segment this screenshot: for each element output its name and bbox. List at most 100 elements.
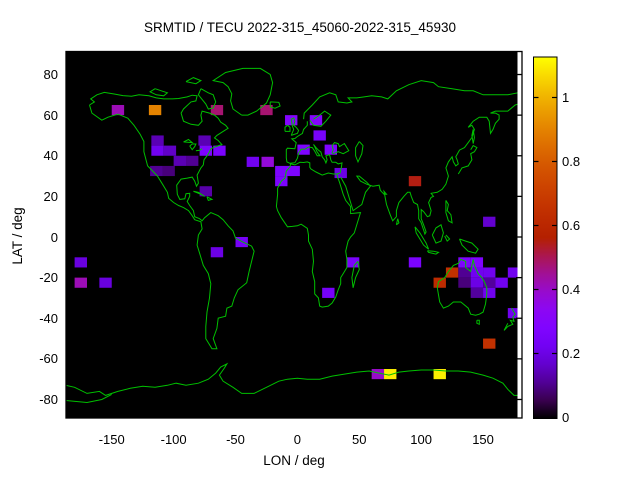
heatmap-cell bbox=[275, 165, 288, 177]
coastline bbox=[66, 362, 518, 396]
heatmap-cell bbox=[495, 277, 508, 288]
heatmap-cell bbox=[483, 267, 496, 278]
heatmap-cell bbox=[260, 104, 273, 116]
y-tick-label: -40 bbox=[39, 310, 58, 326]
coastline bbox=[503, 307, 516, 331]
y-tick-label: -80 bbox=[39, 391, 58, 407]
colorbar-tick-label: 0.2 bbox=[562, 346, 581, 361]
coastline bbox=[197, 88, 217, 110]
coastline bbox=[185, 77, 203, 85]
heatmap-cell bbox=[384, 369, 397, 380]
heatmap-cell bbox=[261, 156, 274, 167]
coastline bbox=[426, 250, 440, 255]
y-tick-label: -20 bbox=[39, 270, 58, 286]
heatmap-cell bbox=[287, 165, 300, 177]
heatmap-cell bbox=[433, 369, 446, 380]
heatmap-cell bbox=[163, 145, 177, 156]
heatmap-cell bbox=[199, 145, 212, 156]
y-tick-label: 0 bbox=[50, 229, 58, 245]
coastline bbox=[309, 110, 332, 127]
coastline bbox=[476, 319, 480, 326]
heatmap-cell bbox=[309, 115, 323, 126]
x-tick-label: -50 bbox=[226, 432, 245, 447]
x-axis-label: LON / deg bbox=[263, 453, 325, 468]
coastline bbox=[206, 196, 214, 202]
heatmap-cell bbox=[150, 165, 163, 177]
x-tick-label: -100 bbox=[160, 432, 187, 447]
heatmap-cell bbox=[111, 104, 125, 116]
coastline bbox=[445, 200, 453, 224]
heatmap-cell bbox=[324, 144, 338, 155]
coastline bbox=[395, 218, 400, 226]
y-tick-label: 20 bbox=[43, 188, 58, 204]
coastline bbox=[414, 226, 430, 250]
y-tick-label: 40 bbox=[43, 148, 58, 164]
heatmap-cell bbox=[470, 277, 484, 288]
heatmap-cell bbox=[408, 176, 422, 187]
heatmap-cell bbox=[483, 287, 496, 298]
coastline bbox=[195, 148, 203, 152]
x-tick-label: 50 bbox=[352, 432, 367, 447]
heatmap-cell bbox=[433, 277, 446, 288]
heatmap-cell bbox=[483, 216, 496, 227]
heatmap-cell bbox=[162, 165, 175, 177]
heatmap-cell bbox=[483, 338, 496, 349]
heatmap-cell bbox=[199, 186, 212, 197]
coastline bbox=[275, 121, 362, 308]
x-tick-label: 100 bbox=[410, 432, 432, 447]
colorbar bbox=[533, 56, 558, 419]
coastline bbox=[89, 91, 255, 350]
heatmap-cell bbox=[213, 145, 226, 156]
colorbar-tick-label: 0.6 bbox=[562, 218, 581, 233]
coastline bbox=[303, 80, 518, 120]
coastline bbox=[290, 117, 300, 136]
colorbar-tick-label: 1 bbox=[562, 90, 570, 105]
heatmap-cell bbox=[334, 167, 347, 179]
heatmap-cell bbox=[148, 104, 162, 116]
heatmap-cell bbox=[322, 287, 335, 298]
coastline bbox=[471, 129, 475, 144]
coastline bbox=[269, 101, 281, 109]
coastline bbox=[355, 141, 364, 164]
coastline bbox=[444, 234, 451, 242]
heatmap-cell bbox=[470, 267, 484, 278]
heatmap-cell bbox=[371, 369, 385, 380]
heatmap-cell bbox=[246, 156, 260, 167]
coastline bbox=[66, 393, 112, 404]
coastline bbox=[331, 142, 350, 155]
coastline bbox=[351, 261, 360, 288]
heatmap-cell bbox=[151, 145, 164, 156]
heatmap-cell bbox=[210, 247, 224, 258]
heatmap-cell bbox=[458, 257, 471, 268]
heatmap-cell bbox=[74, 257, 87, 268]
heatmap-cell bbox=[151, 135, 164, 146]
plot-title: SRMTID / TECU 2022-315_45060-2022-315_45… bbox=[144, 20, 456, 35]
plot-border bbox=[65, 50, 523, 419]
coastline bbox=[284, 124, 291, 132]
heatmap-cell bbox=[445, 267, 459, 278]
map-background bbox=[66, 51, 518, 418]
heatmap-cell bbox=[99, 277, 112, 288]
x-tick-label: -150 bbox=[98, 432, 125, 447]
coastline bbox=[183, 138, 194, 144]
coastline bbox=[189, 143, 197, 151]
heatmap-cell bbox=[198, 135, 211, 146]
heatmap-cell bbox=[186, 155, 199, 166]
x-tick-label: 0 bbox=[293, 432, 301, 447]
colorbar-tick-label: 0.8 bbox=[562, 154, 581, 169]
heatmap-cell bbox=[507, 267, 518, 278]
heatmap-cell bbox=[408, 257, 422, 268]
y-tick-label: 60 bbox=[43, 107, 58, 123]
coastline bbox=[340, 103, 518, 236]
heatmap-cell bbox=[458, 277, 471, 288]
coastline bbox=[149, 88, 169, 97]
coastline bbox=[459, 238, 479, 254]
y-tick-label: -60 bbox=[39, 351, 58, 367]
heatmap-cell bbox=[346, 257, 360, 268]
heatmap-cell bbox=[210, 104, 224, 116]
heatmap-cell bbox=[483, 277, 496, 288]
map-layers bbox=[66, 67, 518, 404]
heatmap-cell bbox=[470, 287, 484, 298]
colorbar-tick-label: 0 bbox=[562, 410, 570, 425]
